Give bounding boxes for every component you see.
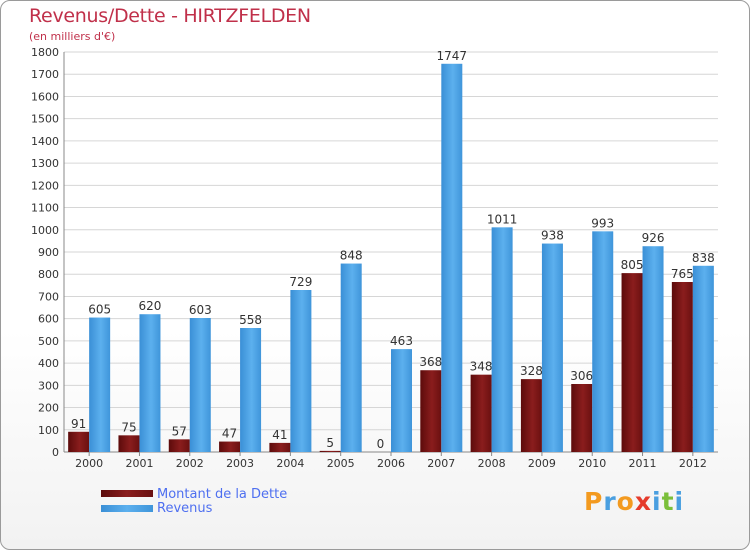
logo-letter: i: [674, 487, 685, 516]
x-tick-label: 2003: [226, 457, 254, 470]
legend-label-dette: Montant de la Dette: [157, 487, 288, 502]
chart-title: Revenus/Dette - HIRTZFELDEN: [29, 5, 311, 27]
proxiti-logo: Proxiti: [584, 487, 684, 516]
bar-revenus: [340, 263, 362, 452]
bar-debt: [319, 450, 341, 452]
logo-letter: t: [661, 487, 675, 516]
y-tick-label: 100: [38, 424, 59, 437]
data-label-revenus: 463: [390, 334, 413, 348]
data-label-revenus: 620: [139, 299, 162, 313]
x-tick-label: 2006: [377, 457, 405, 470]
logo-letter: i: [652, 487, 662, 516]
x-tick-label: 2001: [125, 457, 153, 470]
bar-revenus: [139, 314, 161, 452]
data-label-debt: 805: [621, 258, 644, 272]
x-tick-label: 2010: [578, 457, 606, 470]
y-tick-label: 1000: [31, 224, 59, 237]
bar-revenus: [592, 231, 614, 452]
bar-revenus: [391, 349, 412, 452]
y-tick-label: 1500: [31, 113, 59, 126]
y-tick-label: 700: [38, 290, 59, 303]
data-label-debt: 368: [419, 355, 442, 369]
data-label-revenus: 1747: [437, 49, 468, 63]
bar-debt: [68, 431, 90, 452]
logo-letter: P: [584, 487, 604, 516]
chart-subtitle: (en milliers d'€): [29, 30, 116, 43]
bar-debt: [269, 442, 291, 452]
x-tick-label: 2002: [176, 457, 204, 470]
data-label-debt: 91: [71, 417, 86, 431]
bar-revenus: [491, 227, 513, 452]
bar-debt: [520, 379, 542, 452]
data-label-debt: 5: [326, 436, 334, 450]
bar-debt: [621, 273, 643, 452]
bar-revenus: [441, 63, 463, 453]
y-tick-label: 900: [38, 246, 59, 259]
bar-revenus: [89, 317, 111, 452]
y-tick-label: 1600: [31, 90, 59, 103]
data-label-debt: 0: [377, 437, 385, 451]
y-tick-label: 300: [38, 379, 59, 392]
data-label-revenus: 729: [289, 275, 312, 289]
logo-letter: x: [634, 487, 652, 516]
y-tick-label: 500: [38, 335, 59, 348]
data-label-revenus: 1011: [487, 212, 518, 226]
x-tick-label: 2009: [528, 457, 556, 470]
y-tick-label: 200: [38, 402, 59, 415]
bar-revenus: [692, 265, 714, 452]
legend-label-revenus: Revenus: [157, 501, 213, 516]
y-tick-label: 1300: [31, 157, 59, 170]
bar-debt: [168, 439, 190, 452]
bar-revenus: [541, 243, 563, 452]
y-tick-label: 600: [38, 313, 59, 326]
bar-revenus: [240, 328, 262, 452]
bar-revenus: [642, 246, 664, 452]
x-tick-label: 2005: [327, 457, 355, 470]
legend-swatch-revenus: [101, 505, 153, 512]
data-label-debt: 41: [272, 428, 287, 442]
data-label-debt: 47: [222, 427, 237, 441]
data-label-revenus: 838: [692, 251, 715, 265]
x-tick-label: 2007: [427, 457, 455, 470]
x-tick-label: 2012: [679, 457, 707, 470]
bar-debt: [671, 282, 693, 452]
legend-swatch-dette: [101, 490, 153, 497]
x-tick-label: 2000: [75, 457, 103, 470]
bar-revenus: [189, 318, 211, 452]
logo-letter: r: [603, 487, 617, 516]
y-tick-label: 1400: [31, 135, 59, 148]
data-label-revenus: 605: [88, 303, 111, 317]
x-tick-label: 2008: [478, 457, 506, 470]
y-tick-label: 1200: [31, 179, 59, 192]
y-tick-label: 1800: [31, 46, 59, 59]
data-label-debt: 348: [470, 360, 493, 374]
bar-debt: [420, 370, 442, 452]
y-tick-label: 0: [52, 446, 59, 459]
x-tick-label: 2011: [629, 457, 657, 470]
data-label-debt: 765: [671, 267, 694, 281]
y-tick-label: 1700: [31, 68, 59, 81]
data-label-revenus: 938: [541, 229, 564, 243]
y-tick-label: 1100: [31, 202, 59, 215]
data-label-revenus: 993: [591, 216, 614, 230]
data-label-revenus: 603: [189, 303, 212, 317]
y-tick-label: 800: [38, 268, 59, 281]
logo-letter: o: [616, 487, 635, 516]
bar-debt: [470, 374, 492, 452]
bar-debt: [571, 384, 593, 452]
bar-debt: [118, 435, 140, 452]
x-tick-label: 2004: [276, 457, 304, 470]
data-label-revenus: 926: [642, 231, 665, 245]
bar-debt: [219, 441, 241, 452]
bar-revenus: [290, 290, 312, 452]
data-label-debt: 328: [520, 364, 543, 378]
y-tick-label: 400: [38, 357, 59, 370]
data-label-debt: 57: [172, 424, 187, 438]
data-label-debt: 75: [121, 420, 136, 434]
data-label-revenus: 848: [340, 249, 363, 263]
data-label-revenus: 558: [239, 313, 262, 327]
data-label-debt: 306: [570, 369, 593, 383]
